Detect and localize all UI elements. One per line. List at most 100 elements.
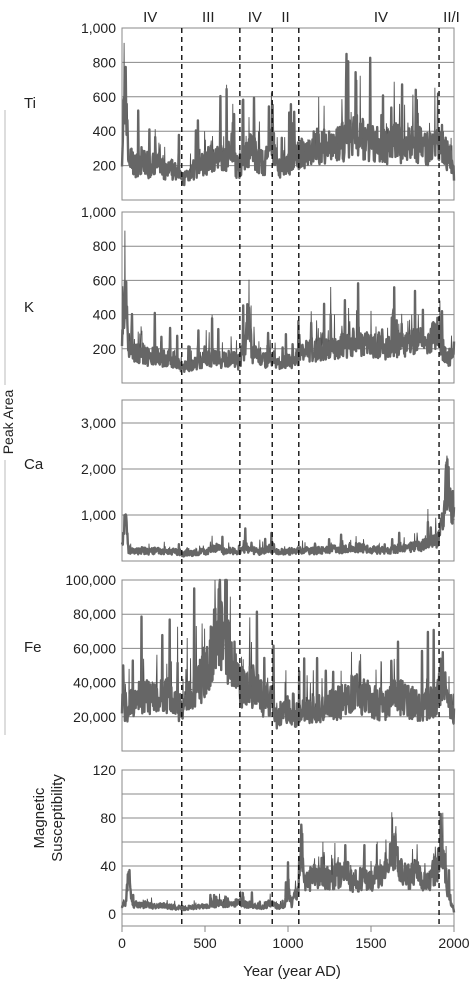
- data-point: [277, 906, 279, 908]
- y-tick-label: 800: [93, 54, 117, 70]
- series-line: [120, 458, 456, 558]
- data-point: [270, 548, 272, 550]
- data-point: [154, 550, 156, 552]
- data-point: [204, 905, 206, 907]
- data-point: [277, 363, 279, 365]
- data-point: [337, 346, 339, 348]
- data-point: [453, 716, 455, 718]
- data-point: [387, 348, 389, 350]
- y-tick-label: 20,000: [73, 709, 116, 725]
- data-point: [420, 337, 422, 340]
- y-tick-label: 200: [93, 341, 117, 357]
- y-tick-label: 2,000: [81, 461, 116, 477]
- y-tick-label: 400: [93, 123, 117, 139]
- data-point: [161, 697, 163, 699]
- data-point: [353, 134, 355, 136]
- data-point: [436, 332, 438, 335]
- data-point: [328, 705, 331, 708]
- data-point: [337, 549, 339, 551]
- data-point: [124, 901, 126, 903]
- data-point: [237, 552, 239, 554]
- data-point: [147, 699, 150, 701]
- data-point: [250, 549, 253, 551]
- panel-label: Ti: [24, 95, 36, 112]
- data-point: [328, 147, 331, 149]
- data-point: [420, 142, 422, 144]
- data-point: [290, 550, 292, 552]
- data-point: [441, 847, 443, 849]
- y-tick-label: 100,000: [65, 572, 116, 588]
- data-point: [147, 356, 150, 358]
- data-point: [304, 351, 306, 353]
- panel-label-line: Magnetic: [31, 787, 48, 848]
- data-point: [428, 341, 430, 343]
- data-point: [428, 542, 430, 545]
- data-point: [250, 147, 253, 149]
- data-point: [287, 889, 289, 891]
- data-point: [128, 877, 130, 879]
- data-point: [141, 351, 143, 353]
- data-point: [244, 547, 246, 549]
- data-point: [411, 702, 414, 704]
- data-point: [362, 343, 364, 345]
- y-tick-label: 60,000: [73, 640, 116, 656]
- zone-label: IV: [143, 9, 157, 26]
- data-point: [128, 707, 130, 709]
- data-point: [345, 344, 347, 346]
- data-point: [320, 549, 322, 552]
- data-point: [312, 349, 314, 352]
- data-point: [187, 553, 189, 555]
- data-point: [446, 889, 448, 891]
- data-point: [204, 671, 206, 673]
- data-point: [393, 847, 395, 849]
- data-point: [436, 695, 438, 697]
- data-point: [290, 903, 292, 906]
- x-axis: 0 500 1000 1500 2000 Year (year AD): [118, 926, 470, 980]
- data-point: [428, 149, 430, 151]
- y-tick-label: 0: [108, 906, 116, 922]
- data-point: [131, 903, 133, 906]
- data-point: [186, 699, 188, 701]
- data-point: [212, 903, 214, 906]
- data-point: [237, 685, 239, 687]
- panel-label-line: Susceptibility: [49, 774, 66, 862]
- series-line: [120, 578, 456, 730]
- data-point: [197, 682, 199, 684]
- data-point: [211, 651, 213, 653]
- series-line: [120, 812, 456, 913]
- data-point: [362, 877, 364, 879]
- data-point: [387, 549, 389, 552]
- data-point: [370, 142, 372, 144]
- data-point: [257, 356, 259, 358]
- data-point: [230, 156, 233, 158]
- data-point: [436, 539, 438, 541]
- data-point: [244, 690, 246, 692]
- data-point: [370, 699, 372, 701]
- data-point: [224, 154, 226, 156]
- x-tick-label: 1000: [272, 935, 303, 951]
- data-point: [134, 165, 136, 167]
- data-point: [128, 548, 130, 551]
- data-point: [154, 355, 156, 357]
- data-point: [387, 146, 389, 148]
- data-point: [237, 168, 239, 170]
- data-point: [328, 879, 331, 882]
- panel-label: Fe: [24, 639, 42, 656]
- data-point: [204, 551, 206, 553]
- data-point: [446, 699, 448, 701]
- data-point: [362, 137, 364, 139]
- data-point: [264, 699, 266, 701]
- data-point: [370, 346, 372, 348]
- data-point: [378, 875, 380, 877]
- data-point: [445, 151, 447, 153]
- data-point: [161, 358, 163, 360]
- data-point: [420, 877, 422, 879]
- y-tick-label: 40,000: [73, 675, 116, 691]
- data-point: [154, 906, 156, 908]
- data-point: [162, 905, 165, 907]
- data-point: [167, 552, 170, 554]
- data-point: [304, 549, 306, 551]
- data-point: [450, 161, 452, 163]
- panel-ti: Ti 200 400 600 800 1,000: [24, 20, 456, 201]
- y-tick-label: 120: [93, 762, 117, 778]
